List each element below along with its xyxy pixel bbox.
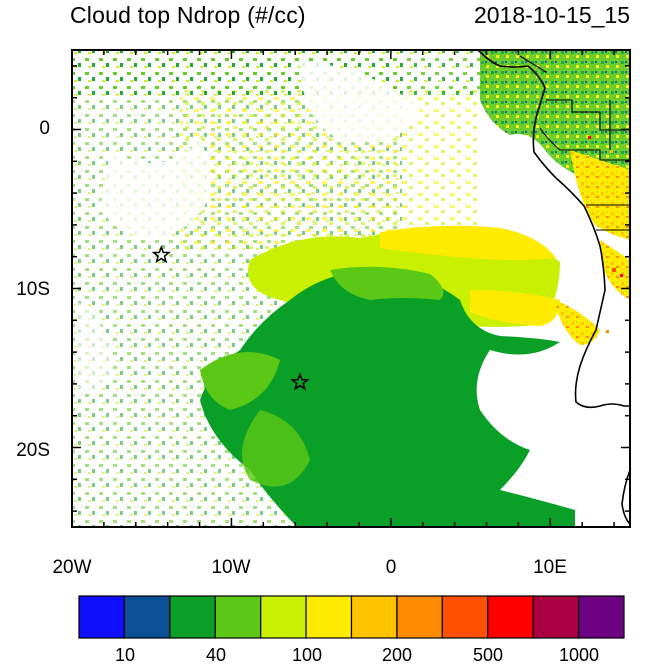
lat-label-0: 0 [39,118,50,139]
colorbar-box-8 [396,595,443,639]
colorbar-label-1000: 1000 [558,645,600,665]
lat-label-10s: 10S [16,279,50,300]
lat-label-20s: 20S [16,440,50,461]
star-marker-2 [290,372,310,391]
lon-label-20w: 20W [52,557,92,578]
lon-label-0: 0 [385,557,397,578]
colorbar-box-4 [214,595,262,639]
colorbar-box-12 [577,595,625,639]
marker-stars [151,244,310,391]
colorbar-label-100: 100 [291,645,323,665]
colorbar-label-10: 10 [114,645,136,665]
colorbar-box-6 [305,595,353,639]
colorbar-box-9 [441,595,489,639]
star-marker-1 [151,244,171,264]
lon-label-10e: 10E [533,557,567,578]
colorbar-box-1 [78,595,126,639]
colorbar-box-5 [260,595,307,639]
colorbar-label-40: 40 [205,645,227,665]
colorbar-label-500: 500 [472,645,504,665]
country-borders [519,55,630,231]
colorbar-box-11 [532,595,580,639]
colorbar-label-200: 200 [381,645,413,665]
map-timestamp: 2018-10-15_15 [473,2,630,28]
cloud-field [72,50,630,527]
colorbar-box-3 [169,595,216,639]
colorbar-box-7 [350,595,398,639]
lon-label-10w: 10W [211,557,251,578]
colorbar-box-10 [487,595,534,639]
colorbar-box-2 [123,595,171,639]
colorbar [78,595,625,639]
axis-ticks [71,50,630,527]
map-title: Cloud top Ndrop (#/cc) [70,2,306,28]
